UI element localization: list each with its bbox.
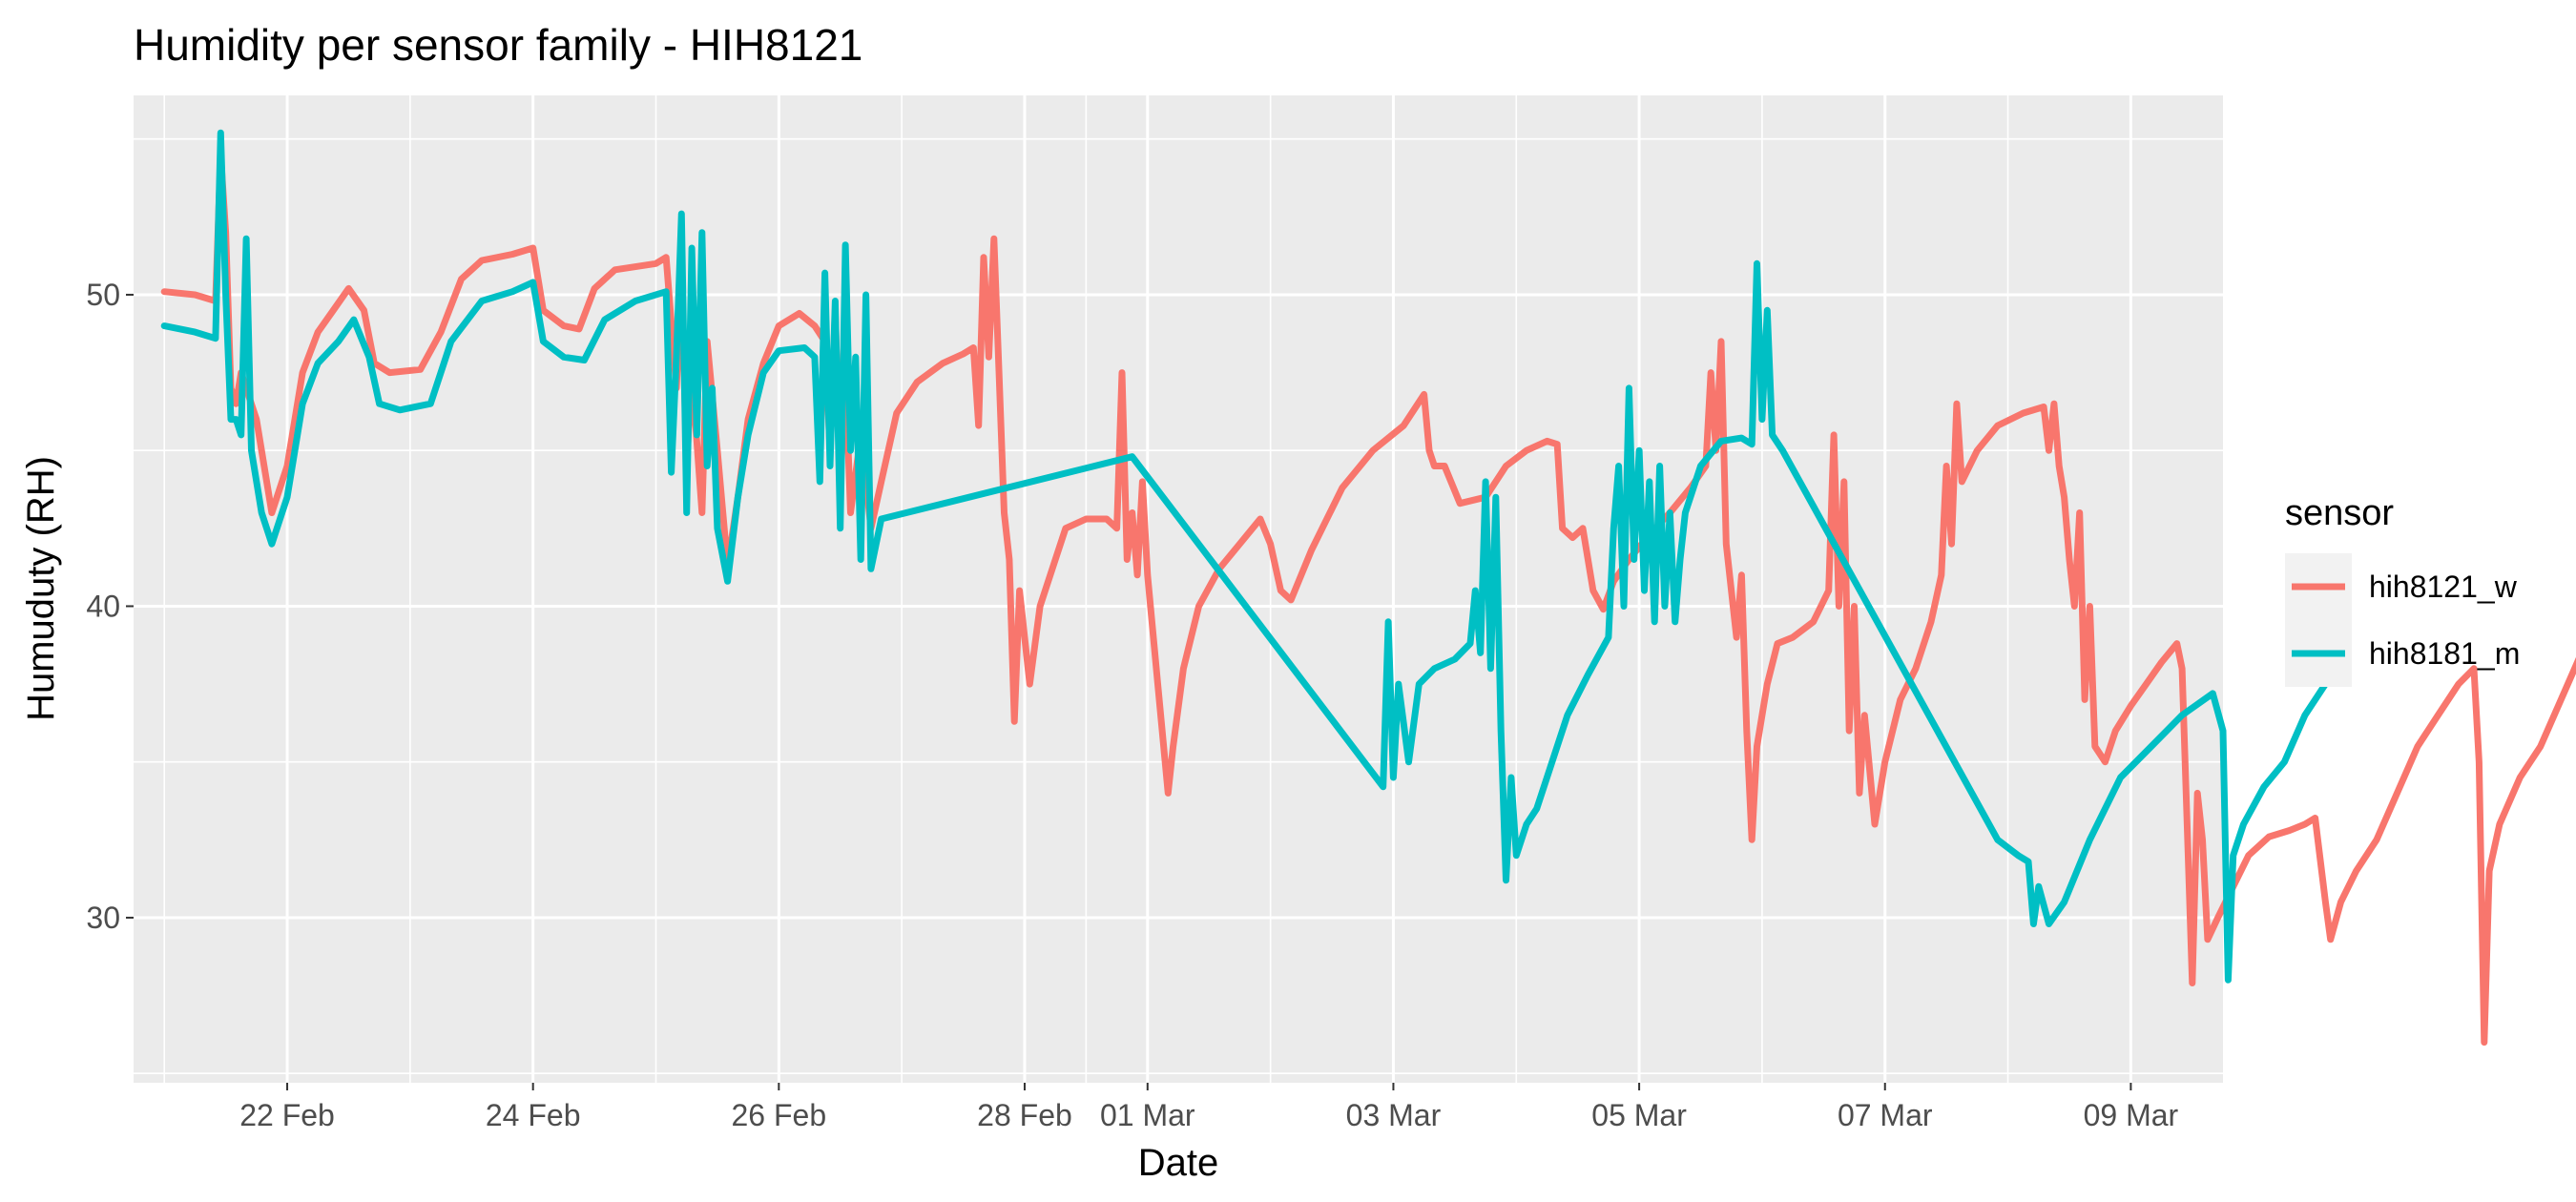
- grid-major: [134, 95, 2223, 1083]
- series-line-hih8181_m: [160, 129, 2350, 984]
- x-axis-title: Date: [1138, 1142, 1219, 1184]
- y-axis: 30 40 50: [86, 278, 134, 935]
- y-axis-title: Humuduty (RH): [20, 456, 62, 721]
- series-layer: [160, 129, 2576, 1047]
- x-tick-label: 22 Feb: [239, 1098, 335, 1132]
- x-axis: 22 Feb 24 Feb 26 Feb 28 Feb 01 Mar 03 Mar 05 M…: [239, 1083, 2179, 1132]
- x-tick-label: 26 Feb: [732, 1098, 827, 1132]
- y-tick-label: 40: [86, 589, 120, 623]
- x-tick-label: 01 Mar: [1100, 1098, 1195, 1132]
- chart-title: Humidity per sensor family - HIH8121: [134, 20, 862, 70]
- legend: sensor hih8121_w hih8181_m: [2285, 493, 2520, 687]
- x-tick-label: 03 Mar: [1346, 1098, 1442, 1132]
- x-tick-label: 05 Mar: [1591, 1098, 1687, 1132]
- legend-label-hih8181_m: hih8181_m: [2369, 636, 2520, 671]
- plot-panel: [134, 95, 2223, 1083]
- x-tick-label: 24 Feb: [486, 1098, 581, 1132]
- y-tick-label: 50: [86, 278, 120, 312]
- legend-label-hih8121_w: hih8121_w: [2369, 570, 2518, 604]
- x-tick-label: 07 Mar: [1838, 1098, 1933, 1132]
- legend-title: sensor: [2285, 493, 2394, 533]
- x-tick-label: 28 Feb: [977, 1098, 1072, 1132]
- y-tick-label: 30: [86, 901, 120, 935]
- x-tick-label: 09 Mar: [2084, 1098, 2179, 1132]
